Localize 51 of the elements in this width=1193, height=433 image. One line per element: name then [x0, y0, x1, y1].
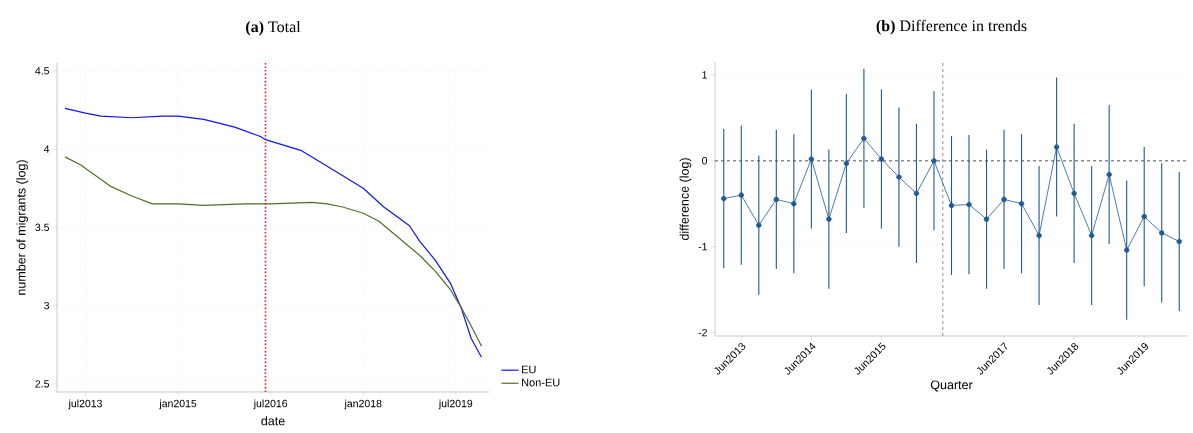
line-series — [64, 107, 483, 358]
point — [826, 216, 832, 222]
y-tick-label: 3.5 — [35, 223, 50, 232]
point — [913, 190, 920, 197]
point — [843, 160, 850, 167]
point — [1001, 196, 1007, 203]
point — [1036, 232, 1042, 239]
x-tick-label: jan2015 — [159, 399, 197, 410]
point — [948, 202, 955, 209]
point — [1159, 230, 1165, 236]
y-tick-label: 4 — [43, 145, 50, 153]
chart-title: (a) Total — [246, 20, 301, 36]
y-axis-title: number of migrants (log) — [16, 160, 29, 295]
point — [1053, 144, 1060, 150]
y-axis-title: difference (log) — [679, 158, 692, 241]
line-series — [64, 156, 483, 347]
point — [896, 174, 902, 180]
point — [931, 158, 937, 164]
point — [1176, 238, 1182, 245]
point — [1071, 190, 1077, 197]
point — [983, 216, 990, 222]
point — [1141, 213, 1147, 220]
x-axis-title: Quarter — [930, 380, 973, 392]
point — [861, 135, 867, 142]
x-tick-label: jul2019 — [438, 399, 473, 410]
point — [1088, 232, 1095, 239]
y-tick-label: 2.5 — [35, 380, 50, 388]
y-tick-label: -1 — [698, 243, 707, 251]
y-tick-label: 4.5 — [35, 67, 50, 75]
chart-title: (b) Difference in trends — [876, 19, 1027, 35]
point — [1123, 247, 1130, 253]
point — [878, 156, 885, 162]
point — [721, 195, 727, 202]
x-axis-title: date — [261, 416, 285, 426]
point — [808, 156, 815, 162]
y-tick-label: 0 — [702, 157, 708, 165]
x-tick-label: jan2018 — [344, 399, 382, 410]
point — [1106, 171, 1112, 178]
point — [738, 192, 744, 198]
point — [756, 222, 762, 228]
legend-label: Non-EU — [522, 378, 560, 387]
y-tick-label: 1 — [702, 71, 707, 79]
x-tick-label: jul2013 — [68, 399, 102, 410]
x-tick-label: jul2016 — [253, 399, 288, 410]
point — [966, 201, 972, 208]
y-tick-label: 3 — [44, 301, 50, 310]
y-tick-label: -2 — [698, 328, 707, 337]
point — [773, 196, 780, 203]
point — [1018, 201, 1025, 207]
point — [791, 201, 797, 207]
legend-label: EU — [522, 365, 536, 374]
